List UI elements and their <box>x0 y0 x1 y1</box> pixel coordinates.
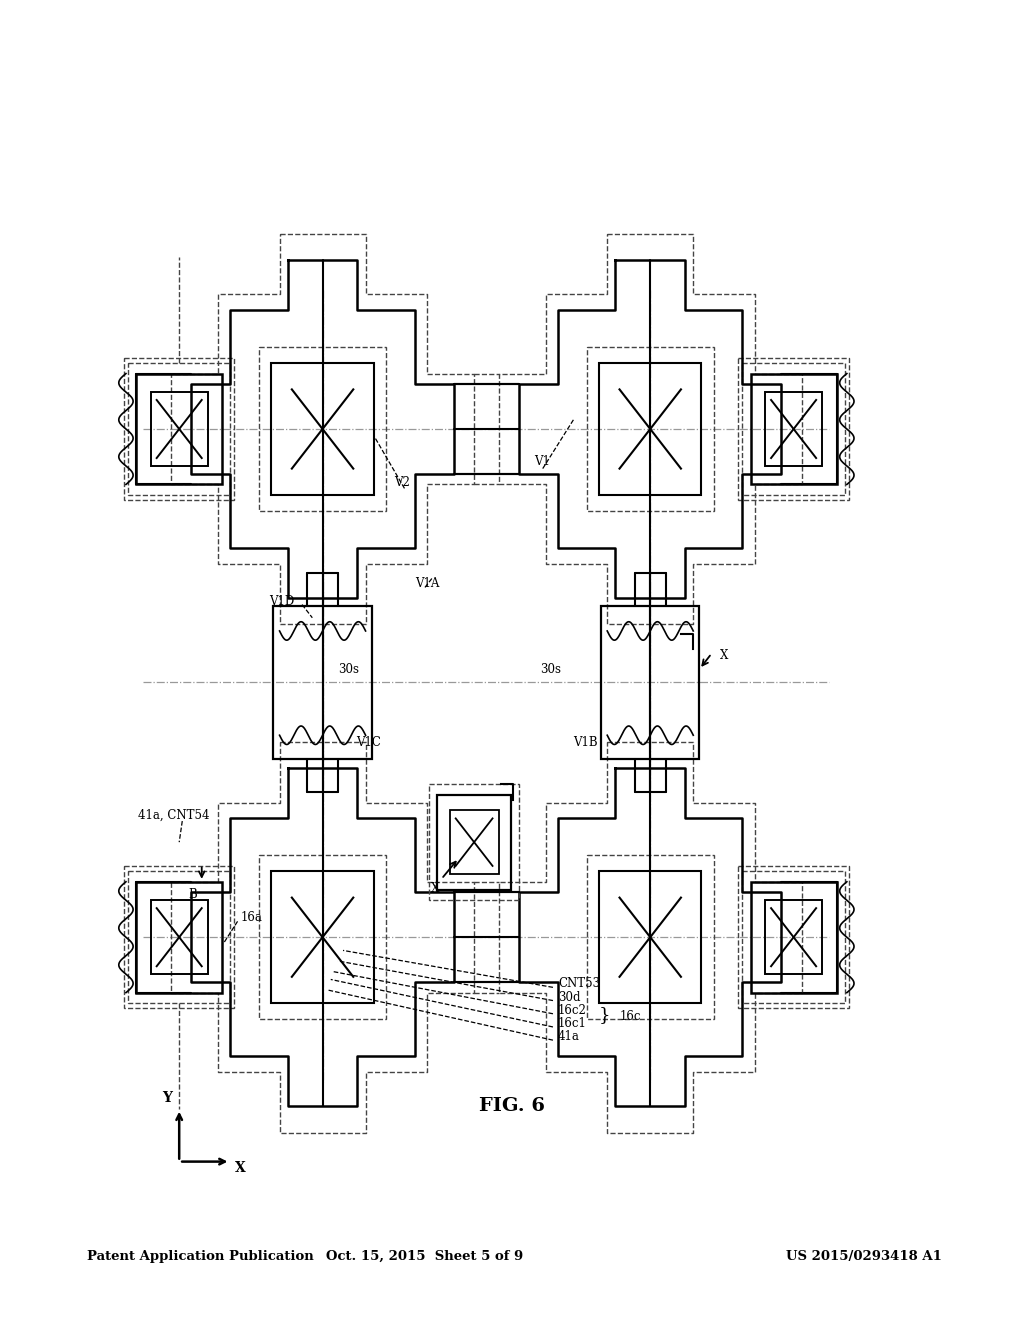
Bar <box>136 374 222 484</box>
Text: X: X <box>720 648 728 661</box>
Bar <box>751 374 837 484</box>
Bar <box>273 606 372 759</box>
Text: 30s: 30s <box>338 663 359 676</box>
Text: CNT53: CNT53 <box>558 977 600 990</box>
Bar <box>271 871 374 1003</box>
Text: 16c: 16c <box>620 1010 641 1023</box>
Bar <box>765 900 822 974</box>
Text: 30s: 30s <box>540 663 561 676</box>
Text: }: } <box>599 1006 610 1024</box>
Bar <box>124 358 234 500</box>
Bar <box>742 871 845 1003</box>
Bar <box>738 358 849 500</box>
Bar <box>587 855 714 1019</box>
Bar <box>136 882 222 993</box>
Bar <box>751 882 837 993</box>
Text: V2: V2 <box>394 475 411 488</box>
Bar <box>151 392 208 466</box>
Text: FIG. 6: FIG. 6 <box>479 1097 545 1115</box>
Text: V1C: V1C <box>356 735 381 748</box>
Bar <box>599 871 701 1003</box>
Text: V1: V1 <box>535 454 551 467</box>
Text: V1D: V1D <box>269 594 295 607</box>
Text: Y: Y <box>162 1092 172 1105</box>
Bar <box>742 363 845 495</box>
Text: US 2015/0293418 A1: US 2015/0293418 A1 <box>786 1250 942 1263</box>
Text: 41a, CNT54: 41a, CNT54 <box>138 808 210 821</box>
Bar <box>271 363 374 495</box>
Bar <box>128 363 230 495</box>
Text: 41a: 41a <box>558 1030 580 1043</box>
Bar <box>587 347 714 511</box>
Bar <box>151 900 208 974</box>
Text: X: X <box>431 882 439 895</box>
Text: Oct. 15, 2015  Sheet 5 of 9: Oct. 15, 2015 Sheet 5 of 9 <box>327 1250 523 1263</box>
Bar <box>450 810 499 874</box>
Text: 30d: 30d <box>558 990 581 1003</box>
Text: V1B: V1B <box>573 735 598 748</box>
Bar <box>259 855 386 1019</box>
Bar <box>738 866 849 1008</box>
Bar <box>599 363 701 495</box>
Bar <box>124 866 234 1008</box>
Bar <box>437 795 511 890</box>
Bar <box>429 784 519 900</box>
Text: X: X <box>236 1162 246 1175</box>
Bar <box>601 606 699 759</box>
Text: V1A: V1A <box>415 577 439 590</box>
Bar <box>128 871 230 1003</box>
Text: 16c2: 16c2 <box>558 1003 587 1016</box>
Bar <box>259 347 386 511</box>
Text: 16a: 16a <box>241 911 262 924</box>
Text: B: B <box>188 887 197 900</box>
Bar <box>765 392 822 466</box>
Text: 16c1: 16c1 <box>558 1016 587 1030</box>
Text: Patent Application Publication: Patent Application Publication <box>87 1250 313 1263</box>
